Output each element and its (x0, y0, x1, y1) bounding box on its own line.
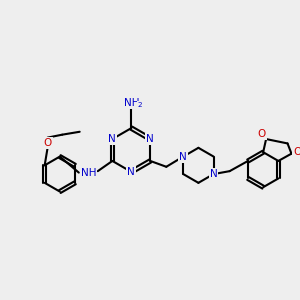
Text: N: N (210, 169, 218, 179)
Text: NH: NH (81, 168, 96, 178)
Text: NH: NH (124, 98, 139, 108)
Text: N: N (146, 134, 154, 144)
Text: N: N (179, 152, 187, 162)
Text: N: N (109, 134, 116, 144)
Text: O: O (294, 147, 300, 157)
Text: O: O (44, 138, 52, 148)
Text: O: O (258, 129, 266, 139)
Text: 2: 2 (138, 102, 142, 108)
Text: N: N (128, 167, 135, 177)
